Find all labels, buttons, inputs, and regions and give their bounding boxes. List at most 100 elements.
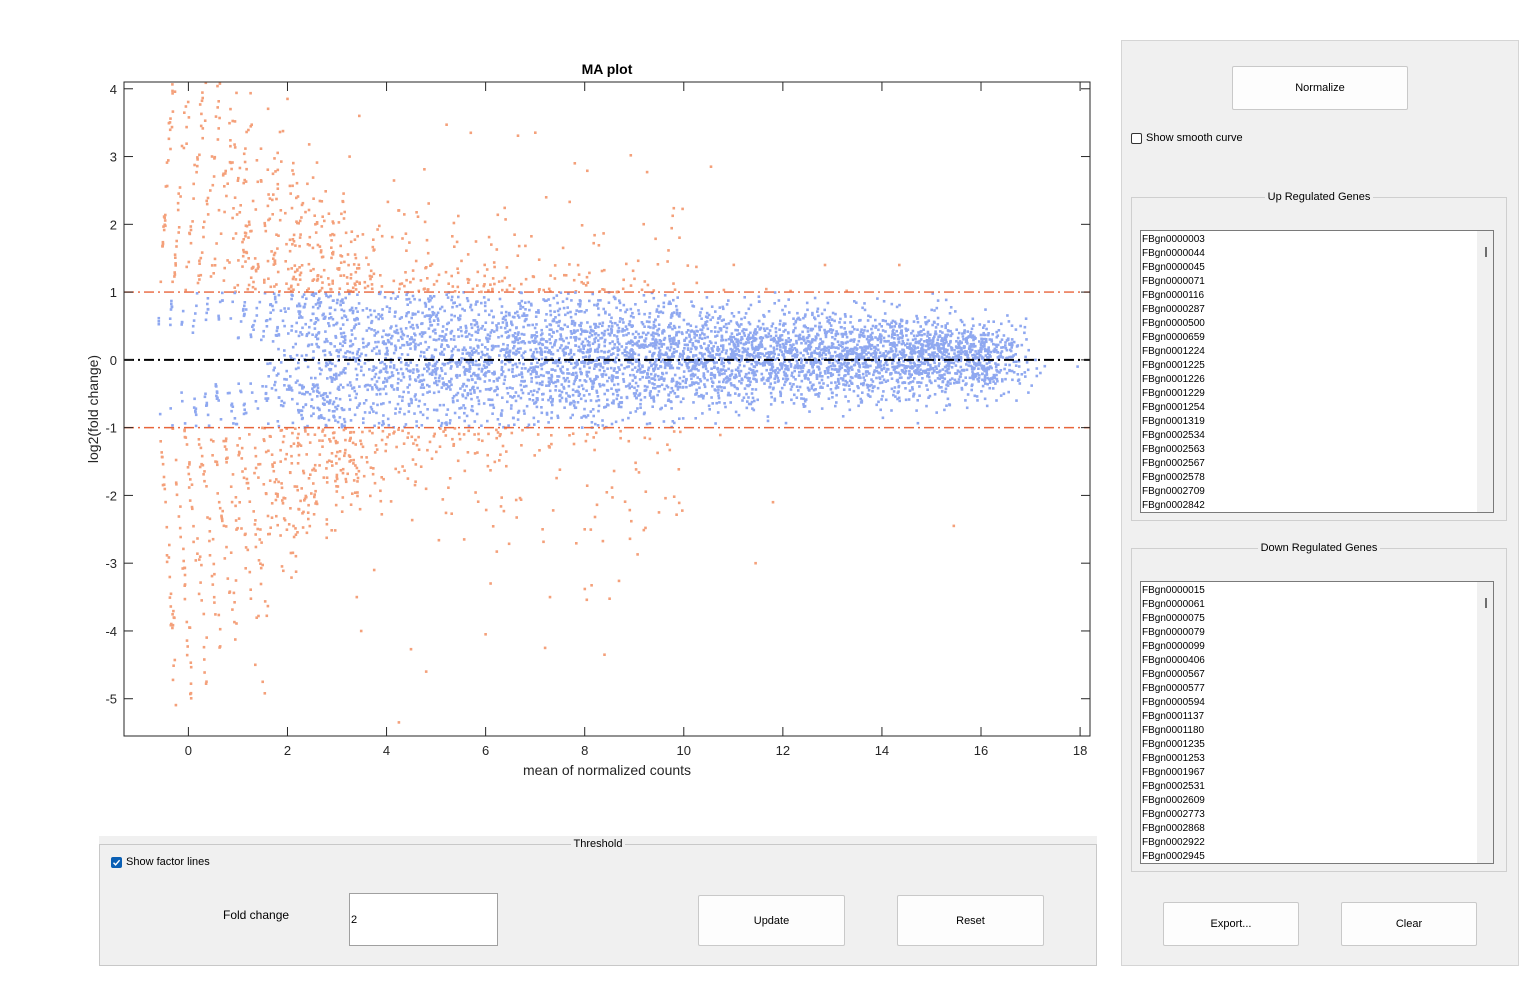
data-point [370, 377, 374, 381]
data-point [720, 319, 724, 322]
data-point [945, 340, 948, 344]
data-point [349, 398, 352, 402]
data-point [553, 340, 557, 344]
data-point [747, 379, 750, 382]
data-point [279, 448, 282, 452]
data-point [513, 344, 516, 348]
data-point [276, 182, 280, 186]
data-point [577, 385, 581, 389]
data-point [373, 481, 377, 485]
data-point [938, 386, 941, 389]
data-point [957, 346, 960, 350]
data-point [244, 467, 247, 471]
data-point [624, 325, 628, 328]
data-point [890, 377, 894, 380]
data-point [298, 443, 301, 446]
data-point [881, 354, 884, 358]
data-point [818, 328, 821, 332]
data-point [920, 350, 924, 354]
data-point [970, 367, 974, 371]
data-point [934, 355, 937, 358]
data-point [1024, 317, 1028, 320]
data-point [457, 335, 460, 338]
data-point [840, 366, 844, 369]
data-point [201, 96, 204, 100]
data-point [807, 343, 811, 347]
data-point [352, 479, 356, 482]
data-point [595, 359, 598, 362]
data-point [918, 385, 921, 388]
data-point [977, 352, 980, 355]
data-point [300, 264, 304, 267]
data-point [994, 362, 997, 365]
data-point [343, 314, 346, 317]
data-point [627, 365, 631, 368]
data-point [294, 427, 297, 430]
data-point [939, 343, 943, 346]
data-point [975, 356, 978, 359]
data-point [589, 379, 593, 383]
data-point [779, 345, 782, 349]
data-point [618, 342, 621, 346]
data-point [634, 392, 638, 395]
data-point [642, 294, 646, 297]
data-point [704, 315, 708, 318]
data-point [762, 376, 765, 380]
data-point [326, 395, 329, 399]
data-point [173, 275, 176, 278]
data-point [662, 338, 666, 341]
data-point [441, 330, 444, 333]
data-point [746, 335, 750, 339]
data-point [646, 385, 649, 389]
data-point [956, 336, 960, 340]
data-point [669, 391, 672, 394]
data-point [354, 443, 357, 446]
data-point [377, 340, 380, 344]
data-point [923, 332, 926, 336]
data-point [476, 396, 479, 399]
ma-plot[interactable]: MA plot 0 2 4 6 8 10 12 14 16 18 43210-1-2-3-4-5 … [0, 0, 1100, 800]
data-point [795, 396, 799, 399]
data-point [542, 288, 545, 292]
data-point [649, 372, 653, 376]
data-point [933, 351, 936, 354]
data-point [648, 394, 652, 397]
data-point [569, 330, 573, 333]
data-point [614, 321, 617, 325]
data-point [819, 371, 822, 375]
data-point [193, 163, 196, 167]
data-point [411, 294, 415, 298]
data-point [974, 375, 977, 379]
data-point [867, 335, 870, 338]
data-point [694, 339, 698, 343]
data-point [280, 565, 284, 568]
data-point [778, 328, 781, 331]
data-point [523, 350, 527, 353]
data-point [603, 406, 606, 409]
data-point [259, 566, 263, 570]
data-point [637, 309, 640, 312]
data-point [816, 307, 820, 311]
data-point [912, 393, 915, 396]
data-point [957, 353, 961, 357]
data-point [877, 348, 880, 352]
data-point [860, 399, 864, 403]
data-point [892, 393, 895, 397]
data-point [711, 385, 714, 388]
data-point [175, 239, 178, 243]
data-point [575, 376, 578, 379]
data-point [915, 409, 918, 412]
data-point [874, 354, 878, 357]
data-point [208, 517, 212, 521]
data-point [375, 345, 379, 349]
data-point [237, 450, 241, 454]
data-point [961, 379, 965, 383]
data-point [936, 299, 940, 302]
data-point [628, 386, 631, 390]
data-point [668, 362, 671, 366]
data-point [922, 328, 925, 331]
data-point [602, 427, 606, 430]
data-point [203, 658, 206, 661]
data-point [313, 493, 316, 496]
data-point [437, 273, 441, 277]
